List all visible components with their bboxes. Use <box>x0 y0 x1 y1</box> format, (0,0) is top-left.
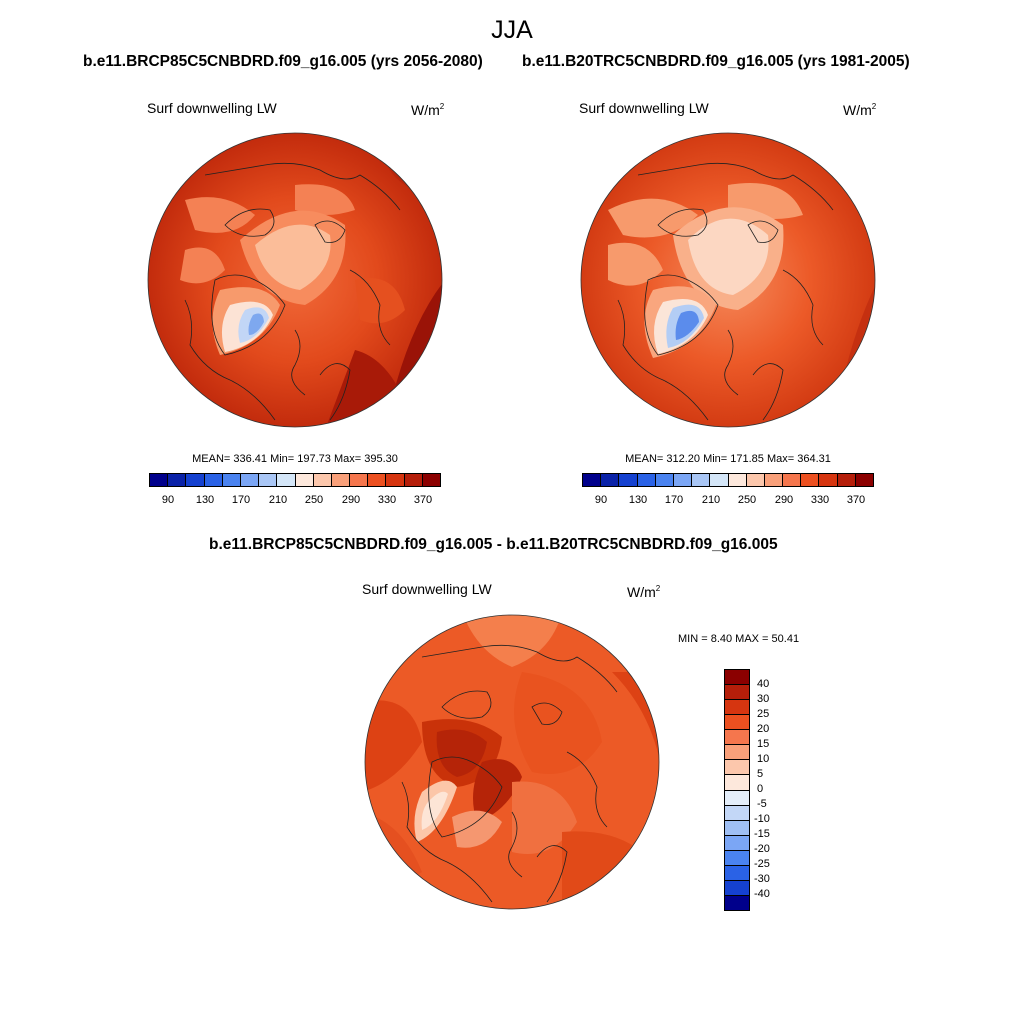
panel2-colorbar-label: 130 <box>628 494 648 506</box>
panel1-colorbar-label: 330 <box>377 494 397 506</box>
colorbar-swatch <box>725 895 749 910</box>
panel3-colorbar-label: -30 <box>754 873 770 885</box>
panel1-map <box>147 132 443 428</box>
colorbar-swatch <box>725 865 749 881</box>
panel3-colorbar-label: -25 <box>754 858 770 870</box>
colorbar-swatch <box>168 474 187 486</box>
colorbar-swatch <box>728 474 747 486</box>
panel3-colorbar-label: 40 <box>757 678 770 690</box>
colorbar-swatch <box>583 474 602 486</box>
panel2-map <box>580 132 876 428</box>
colorbar-swatch <box>725 685 749 701</box>
colorbar-swatch <box>725 850 749 866</box>
colorbar-swatch <box>673 474 693 486</box>
colorbar-swatch <box>801 474 820 486</box>
colorbar-swatch <box>386 474 405 486</box>
colorbar-swatch <box>150 474 169 486</box>
panel1-colorbar-label: 290 <box>341 494 361 506</box>
colorbar-swatch <box>725 760 749 776</box>
colorbar-swatch <box>619 474 638 486</box>
colorbar-swatch <box>331 474 351 486</box>
panel3-colorbar-label: 30 <box>757 693 770 705</box>
panel3-colorbar-label: -5 <box>757 798 767 810</box>
colorbar-swatch <box>725 745 749 761</box>
colorbar-swatch <box>186 474 205 486</box>
colorbar-swatch <box>259 474 278 486</box>
panel1-colorbar-label: 210 <box>268 494 288 506</box>
panel3-colorbar-label: 0 <box>757 783 764 795</box>
colorbar-swatch <box>692 474 711 486</box>
panel2-colorbar-label: 170 <box>664 494 684 506</box>
panel3-colorbar-label: 25 <box>757 708 770 720</box>
colorbar-swatch <box>725 820 749 836</box>
panel1-colorbar-label: 170 <box>231 494 251 506</box>
panel2-colorbar-label: 90 <box>594 494 608 506</box>
colorbar-swatch <box>725 805 749 821</box>
colorbar-swatch <box>837 474 856 486</box>
colorbar-swatch <box>819 474 838 486</box>
panel1-colorbar-label: 370 <box>413 494 433 506</box>
colorbar-swatch <box>783 474 802 486</box>
panel3-case-title: b.e11.BRCP85C5CNBDRD.f09_g16.005 - b.e11… <box>209 536 778 553</box>
colorbar-swatch <box>725 730 749 746</box>
panel3-units: W/m2 <box>627 584 661 600</box>
colorbar-swatch <box>313 474 332 486</box>
panel3-colorbar-label: 10 <box>757 753 770 765</box>
colorbar-swatch <box>655 474 674 486</box>
panel2-case-title: b.e11.B20TRC5CNBDRD.f09_g16.005 (yrs 198… <box>522 53 910 70</box>
colorbar-swatch <box>240 474 260 486</box>
colorbar-swatch <box>422 474 440 486</box>
panel2-colorbar-label: 250 <box>737 494 757 506</box>
panel3-variable-title: Surf downwelling LW <box>362 581 492 597</box>
colorbar-swatch <box>601 474 620 486</box>
colorbar-swatch <box>222 474 241 486</box>
panel3-colorbar-label: -10 <box>754 813 770 825</box>
panel3-colorbar-label: -20 <box>754 843 770 855</box>
panel2-units: W/m2 <box>843 102 877 118</box>
panel1-colorbar-label: 250 <box>304 494 324 506</box>
colorbar-swatch <box>725 670 749 686</box>
panel3-colorbar-label: 5 <box>757 768 764 780</box>
panel3-map <box>364 614 660 910</box>
colorbar-swatch <box>295 474 314 486</box>
panel3-colorbar-label: 15 <box>757 738 770 750</box>
panel2-colorbar-label: 330 <box>810 494 830 506</box>
panel2-variable-title: Surf downwelling LW <box>579 100 709 116</box>
panel1-colorbar <box>149 473 441 487</box>
panel1-case-title: b.e11.BRCP85C5CNBDRD.f09_g16.005 (yrs 20… <box>83 53 483 70</box>
panel2-colorbar <box>582 473 874 487</box>
panel1-colorbar-label: 130 <box>195 494 215 506</box>
colorbar-swatch <box>204 474 223 486</box>
colorbar-swatch <box>764 474 784 486</box>
panel2-colorbar-label: 210 <box>701 494 721 506</box>
colorbar-swatch <box>350 474 369 486</box>
panel1-stats: MEAN= 336.41 Min= 197.73 Max= 395.30 <box>192 453 398 465</box>
panel1-colorbar-label: 90 <box>161 494 175 506</box>
colorbar-swatch <box>277 474 296 486</box>
colorbar-swatch <box>725 880 749 896</box>
colorbar-swatch <box>725 790 749 806</box>
panel2-colorbar-label: 370 <box>846 494 866 506</box>
panel3-stats: MIN = 8.40 MAX = 50.41 <box>678 633 800 645</box>
colorbar-swatch <box>637 474 656 486</box>
colorbar-swatch <box>368 474 387 486</box>
panel3-colorbar-label: -15 <box>754 828 770 840</box>
panel3-colorbar <box>724 669 750 911</box>
colorbar-swatch <box>725 700 749 716</box>
colorbar-swatch <box>404 474 423 486</box>
colorbar-swatch <box>746 474 765 486</box>
colorbar-swatch <box>725 715 749 731</box>
panel1-variable-title: Surf downwelling LW <box>147 100 277 116</box>
colorbar-swatch <box>710 474 729 486</box>
panel2-stats: MEAN= 312.20 Min= 171.85 Max= 364.31 <box>625 453 831 465</box>
panel1-units: W/m2 <box>411 102 445 118</box>
colorbar-swatch <box>855 474 873 486</box>
panel3-colorbar-label: -40 <box>754 888 770 900</box>
colorbar-swatch <box>725 835 749 851</box>
colorbar-swatch <box>725 775 749 791</box>
panel2-colorbar-label: 290 <box>774 494 794 506</box>
season-title: JJA <box>491 16 533 44</box>
panel3-colorbar-label: 20 <box>757 723 770 735</box>
